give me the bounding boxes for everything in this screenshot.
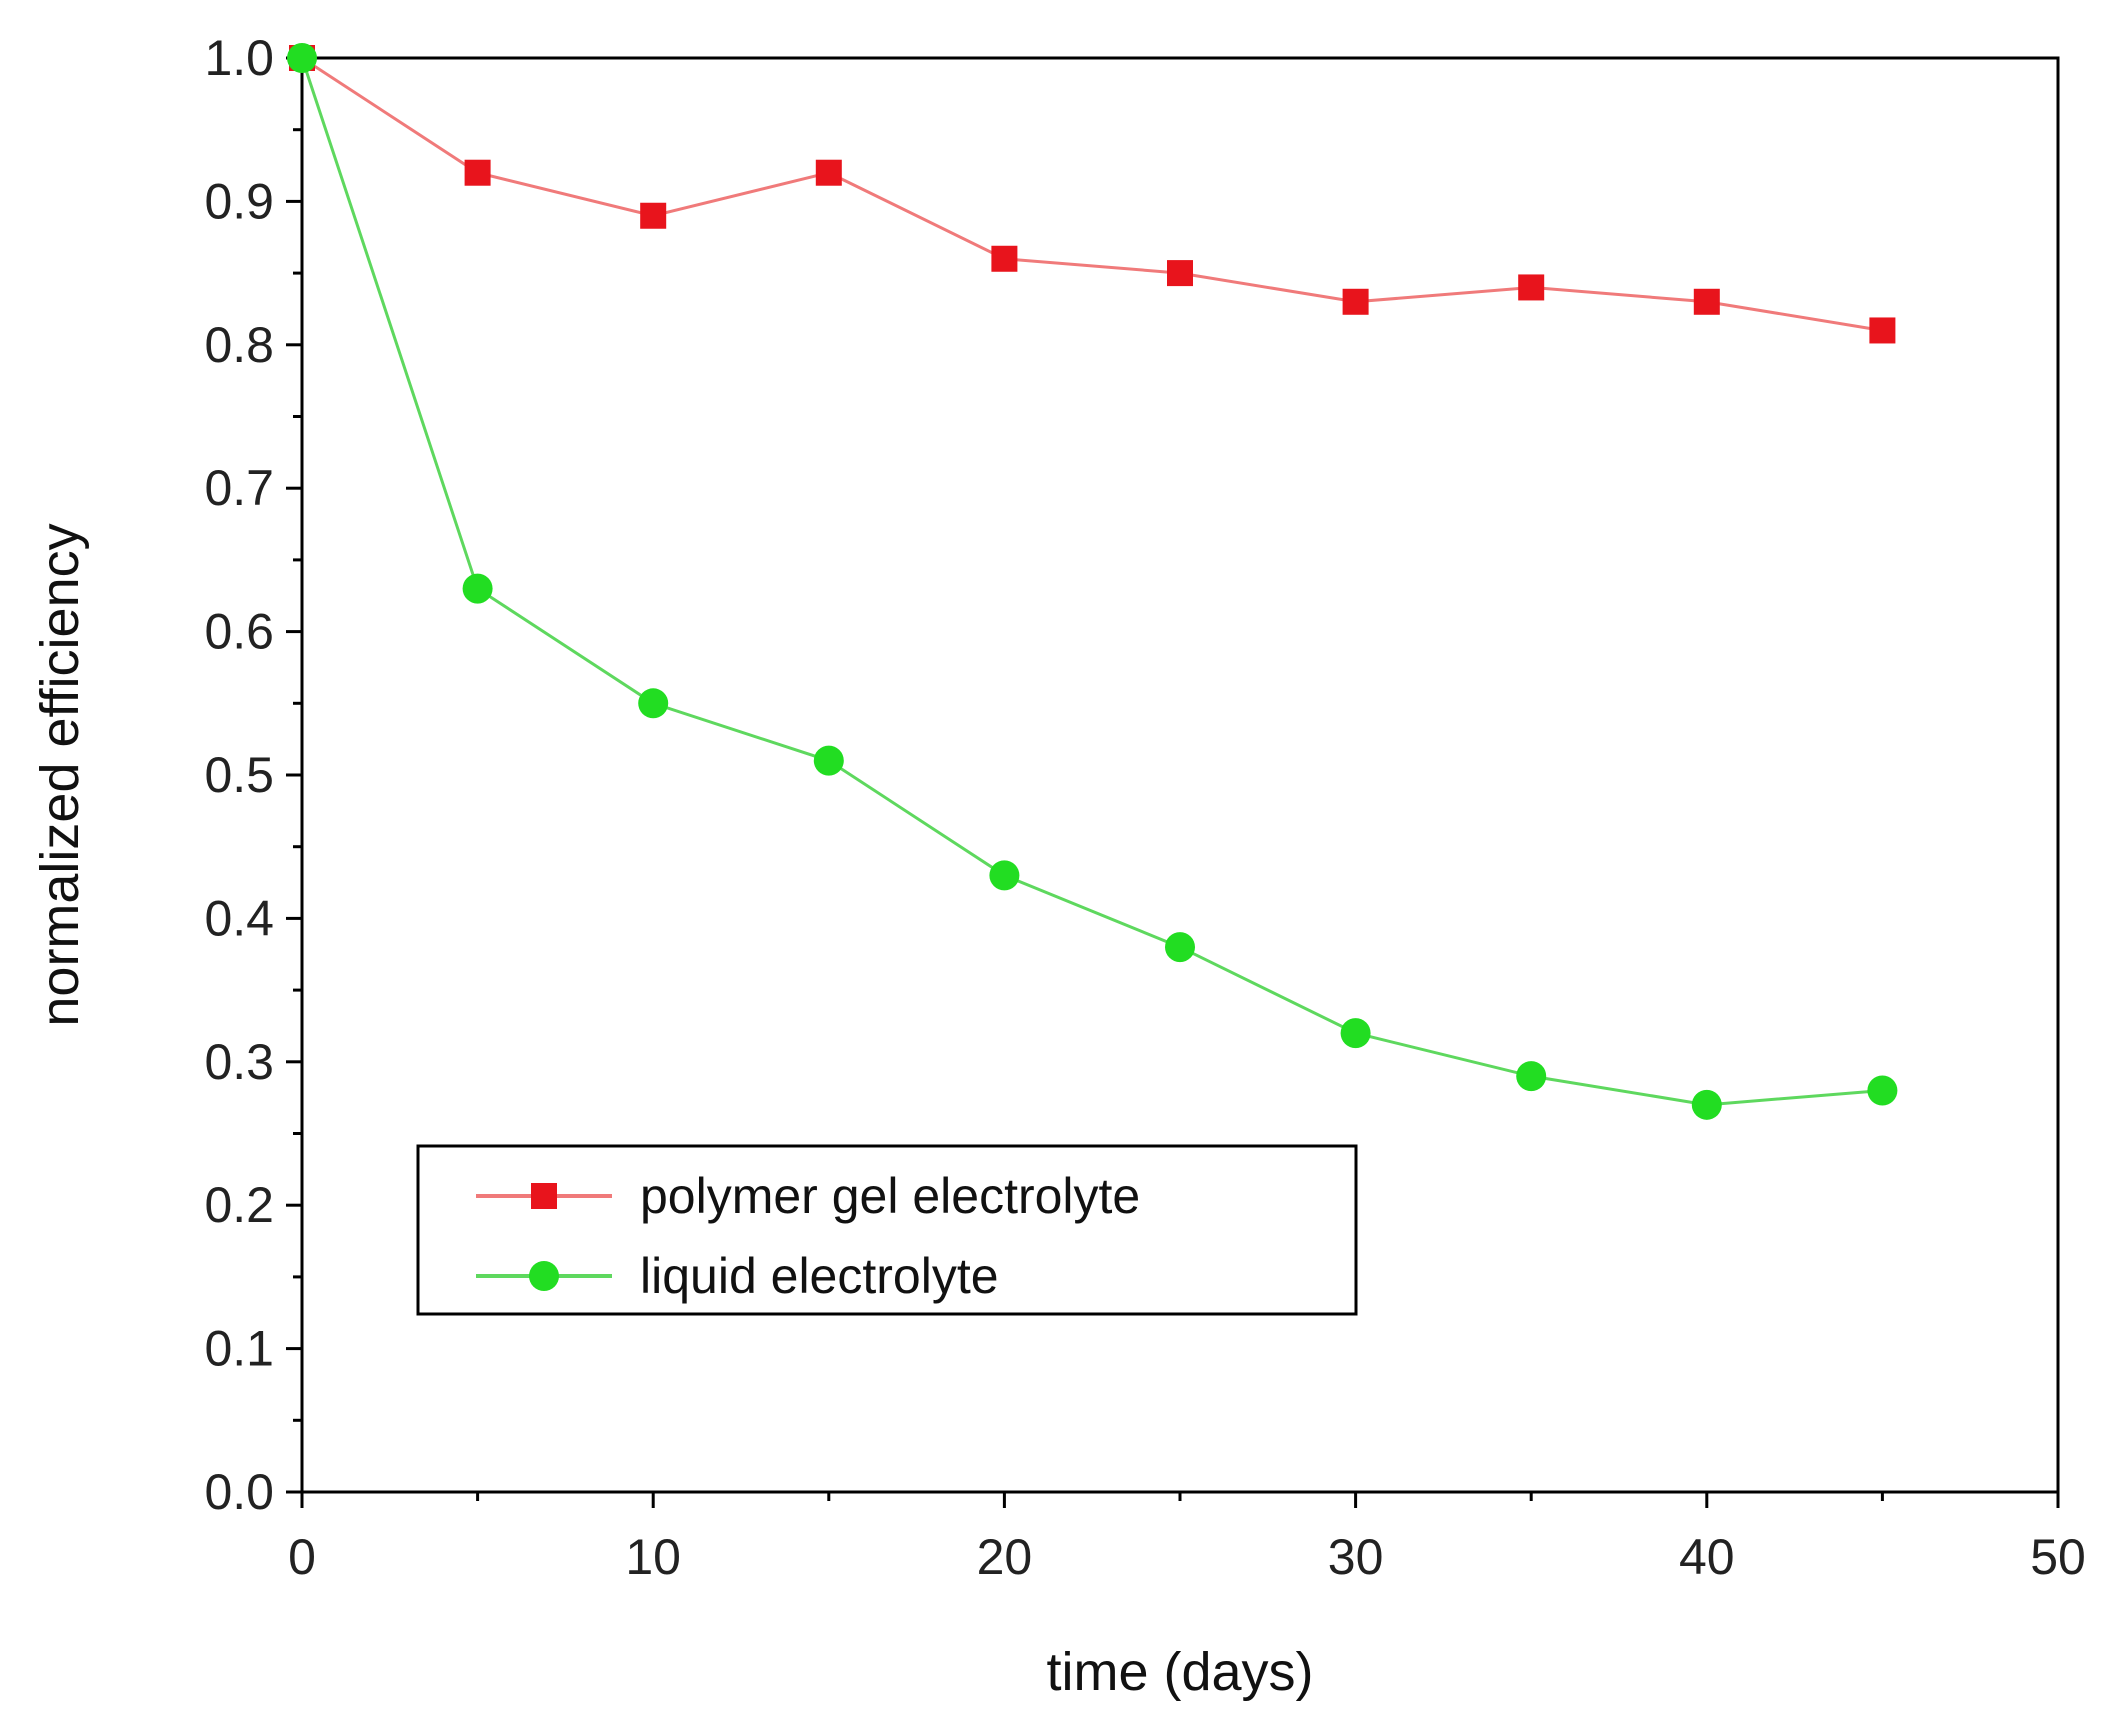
data-point-liquid xyxy=(287,43,317,73)
data-point-liquid xyxy=(1340,1018,1371,1049)
series-markers xyxy=(287,43,1898,1120)
data-point-liquid xyxy=(462,573,493,604)
y-tick-label: 0.0 xyxy=(204,1464,274,1520)
data-point-liquid xyxy=(1165,932,1195,963)
y-tick-label: 0.5 xyxy=(204,747,274,803)
legend-entry-polymer: polymer gel electrolyte xyxy=(476,1168,1140,1224)
data-point-polymer xyxy=(1167,260,1193,287)
legend-box xyxy=(416,1144,1358,1316)
legend-entry-liquid: liquid electrolyte xyxy=(476,1248,999,1304)
data-point-polymer xyxy=(1693,288,1720,315)
data-point-liquid xyxy=(638,688,669,719)
series-lines xyxy=(300,56,1883,1107)
data-point-polymer xyxy=(991,245,1018,272)
data-point-liquid xyxy=(1691,1089,1722,1120)
x-tick-label: 10 xyxy=(625,1529,681,1585)
y-tick-label: 0.9 xyxy=(204,173,274,229)
legend-label-polymer: polymer gel electrolyte xyxy=(640,1168,1140,1224)
data-point-liquid xyxy=(1516,1061,1547,1092)
y-tick-label: 0.8 xyxy=(204,317,274,373)
y-axis-title: normalized efficiency xyxy=(30,523,90,1026)
x-tick-label: 20 xyxy=(977,1529,1033,1585)
x-tick-label: 30 xyxy=(1328,1529,1384,1585)
data-point-polymer xyxy=(640,202,667,229)
y-tick-label: 0.4 xyxy=(204,890,274,946)
y-tick-label: 0.1 xyxy=(204,1321,274,1377)
data-point-polymer xyxy=(1869,317,1896,344)
x-tick-label: 50 xyxy=(2030,1529,2086,1585)
legend-marker-liquid xyxy=(529,1261,559,1291)
y-tick-label: 0.7 xyxy=(204,460,274,516)
x-axis-ticks: 0 10 20 30 40 50 xyxy=(288,1492,2086,1585)
y-tick-label: 0.6 xyxy=(204,604,274,660)
x-tick-label: 0 xyxy=(288,1529,316,1585)
series-line-liquid xyxy=(300,57,1883,1107)
series-line-polymer xyxy=(301,56,1883,332)
legend-label-liquid: liquid electrolyte xyxy=(640,1248,999,1304)
data-point-polymer xyxy=(1518,274,1545,301)
y-axis-ticks: 0.0 0.1 0.2 0.3 0.4 0.5 0.6 0.7 0.8 0.9 1.0 xyxy=(204,30,302,1520)
x-axis-title: time (days) xyxy=(1046,1642,1313,1702)
y-tick-label: 0.3 xyxy=(204,1034,274,1090)
data-point-liquid xyxy=(813,745,844,776)
data-point-polymer xyxy=(464,159,491,186)
legend: polymer gel electrolyte liquid electroly… xyxy=(416,1144,1358,1316)
legend-marker-polymer xyxy=(531,1183,557,1209)
y-tick-label: 1.0 xyxy=(204,30,274,86)
y-tick-label: 0.2 xyxy=(204,1177,274,1233)
data-point-liquid xyxy=(989,860,1020,891)
data-point-polymer xyxy=(815,159,842,186)
x-tick-label: 40 xyxy=(1679,1529,1735,1585)
data-point-liquid xyxy=(1867,1075,1898,1106)
data-point-polymer xyxy=(1342,288,1369,315)
